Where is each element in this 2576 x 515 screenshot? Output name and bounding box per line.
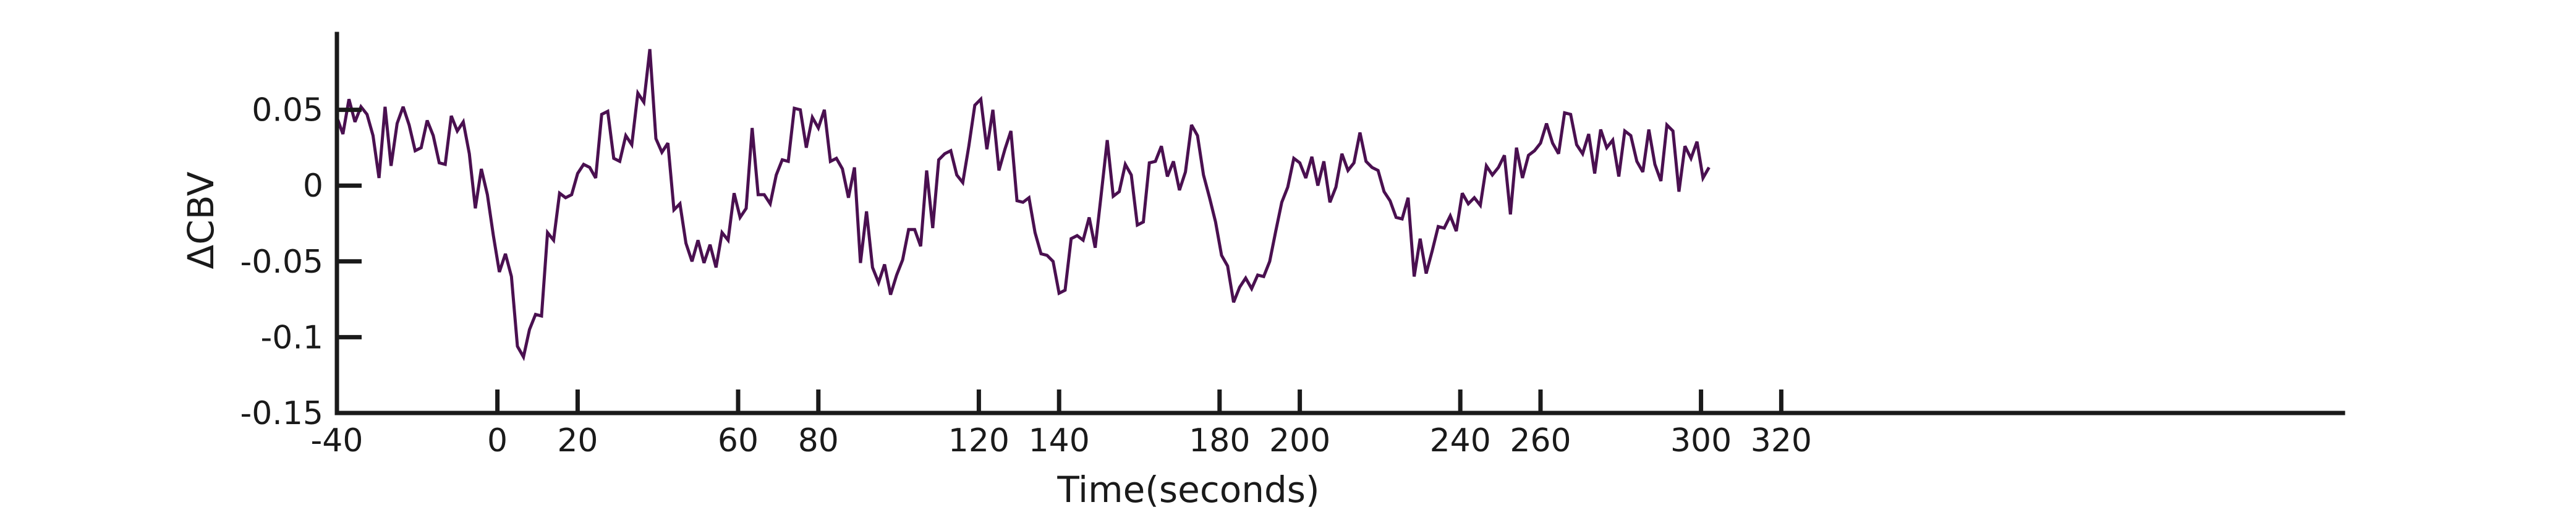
y-axis-title: ΔCBV <box>180 171 222 269</box>
x-tick-label: 260 <box>1510 422 1571 459</box>
series-layer <box>335 49 1711 362</box>
x-tick-label: 240 <box>1430 422 1491 459</box>
x-tick-label: 320 <box>1751 422 1812 459</box>
x-tick-label: 180 <box>1189 422 1250 459</box>
x-tick-label: 80 <box>798 422 839 459</box>
y-tick-label: -0.15 <box>240 395 323 432</box>
x-tick-label: 0 <box>487 422 508 459</box>
series-line <box>335 49 1711 362</box>
y-tick-label: -0.05 <box>240 244 323 281</box>
y-tick-label: 0.05 <box>252 92 323 129</box>
axis-labels: 0.05 0 -0.05 -0.1 -0.15-40 0 20 60 80 120 140 180 20… <box>180 92 1812 511</box>
x-tick-label: 200 <box>1269 422 1330 459</box>
x-tick-label: -40 <box>311 422 363 459</box>
x-tick-label: 60 <box>718 422 759 459</box>
y-tick-label: -0.1 <box>261 319 323 356</box>
x-tick-label: 20 <box>557 422 598 459</box>
x-tick-label: 300 <box>1670 422 1732 459</box>
x-axis-title: Time(seconds) <box>1056 469 1319 511</box>
y-tick-label: 0 <box>303 168 323 205</box>
axes <box>334 32 2345 415</box>
x-tick-label: 140 <box>1029 422 1090 459</box>
x-tick-label: 120 <box>948 422 1010 459</box>
